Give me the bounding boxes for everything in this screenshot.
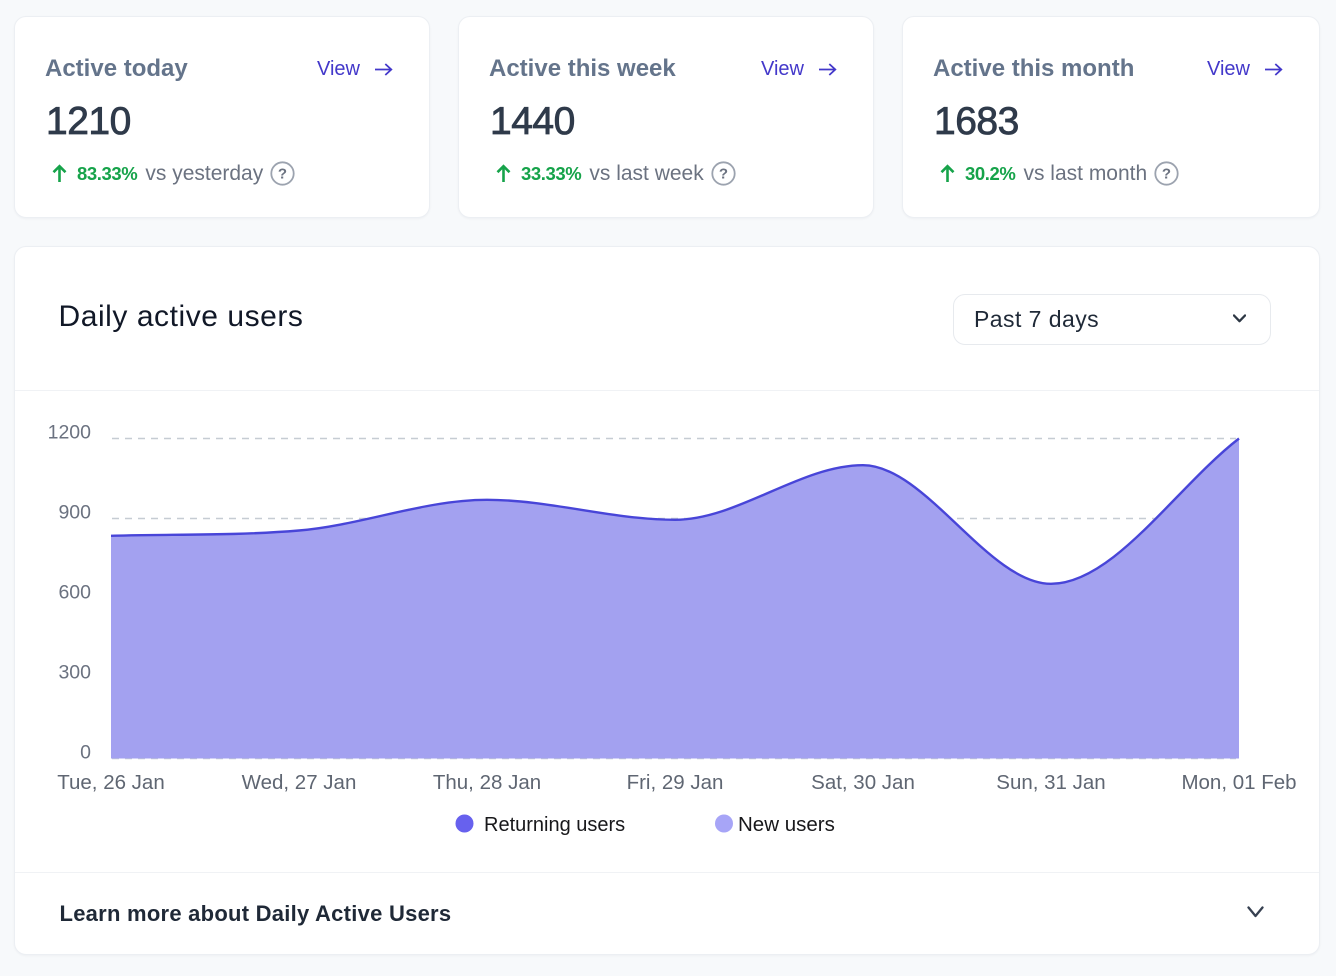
svg-text:900: 900 <box>58 502 91 524</box>
svg-text:Sun, 31 Jan: Sun, 31 Jan <box>996 771 1105 794</box>
svg-text:1200: 1200 <box>48 422 92 444</box>
svg-text:Tue, 26 Jan: Tue, 26 Jan <box>57 771 165 794</box>
svg-text:0: 0 <box>80 742 91 764</box>
svg-text:Thu, 28 Jan: Thu, 28 Jan <box>433 771 541 794</box>
svg-text:Returning users: Returning users <box>484 814 625 836</box>
svg-text:Wed, 27 Jan: Wed, 27 Jan <box>242 771 357 794</box>
svg-text:Mon, 01 Feb: Mon, 01 Feb <box>1181 771 1296 794</box>
svg-text:Fri, 29 Jan: Fri, 29 Jan <box>627 771 724 794</box>
svg-text:?: ? <box>719 166 728 183</box>
svg-text:?: ? <box>1162 166 1171 183</box>
svg-text:New users: New users <box>738 813 835 836</box>
svg-text:300: 300 <box>58 662 91 684</box>
svg-text:600: 600 <box>58 582 91 604</box>
svg-text:Sat, 30 Jan: Sat, 30 Jan <box>811 771 915 794</box>
svg-text:?: ? <box>278 166 287 183</box>
